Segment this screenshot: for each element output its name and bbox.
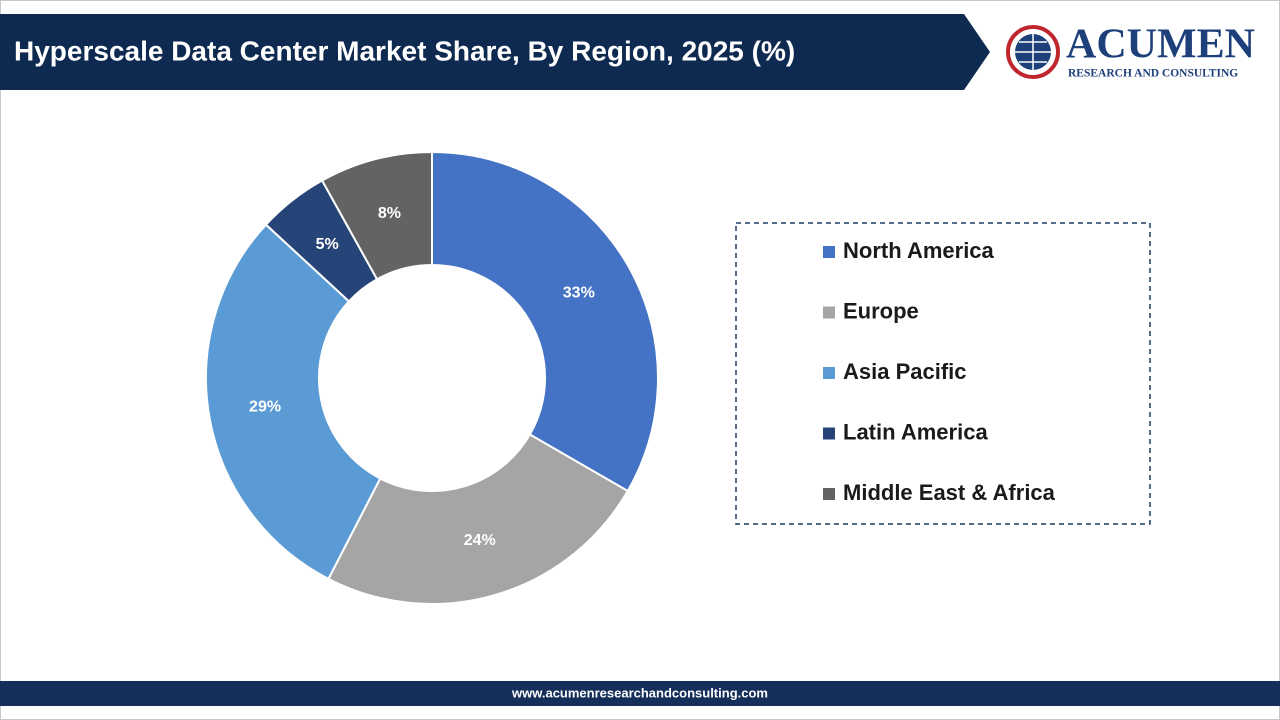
data-label: 24% bbox=[464, 532, 496, 549]
logo-ring bbox=[1006, 25, 1060, 79]
logo-name: ACUMEN bbox=[1066, 22, 1255, 68]
legend-swatch bbox=[823, 427, 835, 440]
legend-label: Middle East & Africa bbox=[843, 480, 1056, 505]
footer-band bbox=[0, 681, 1280, 706]
legend-swatch bbox=[823, 246, 835, 258]
legend-swatch bbox=[823, 367, 835, 379]
logo: ACUMEN RESEARCH AND CONSULTING bbox=[1006, 22, 1255, 80]
logo-tagline: RESEARCH AND CONSULTING bbox=[1068, 68, 1238, 80]
slice bbox=[320, 150, 433, 281]
slice bbox=[327, 433, 630, 605]
legend-label: Latin America bbox=[843, 419, 988, 444]
legend-swatch bbox=[823, 306, 835, 319]
data-label: 8% bbox=[378, 205, 401, 222]
header-band bbox=[0, 14, 990, 90]
legend-label: Asia Pacific bbox=[843, 359, 967, 384]
data-label: 5% bbox=[316, 236, 339, 253]
legend-box bbox=[735, 222, 1151, 525]
header-title: Hyperscale Data Center Market Share, By … bbox=[14, 35, 795, 66]
data-label: 29% bbox=[249, 399, 281, 416]
footer-url: www.acumenresearchandconsulting.com bbox=[511, 685, 768, 700]
legend-label: Europe bbox=[843, 298, 919, 323]
slice bbox=[431, 150, 659, 493]
logo-grid bbox=[1015, 34, 1051, 70]
slice bbox=[205, 223, 382, 581]
legend-label: North America bbox=[843, 238, 995, 263]
legend-swatch bbox=[823, 488, 835, 500]
data-label: 33% bbox=[563, 284, 595, 301]
